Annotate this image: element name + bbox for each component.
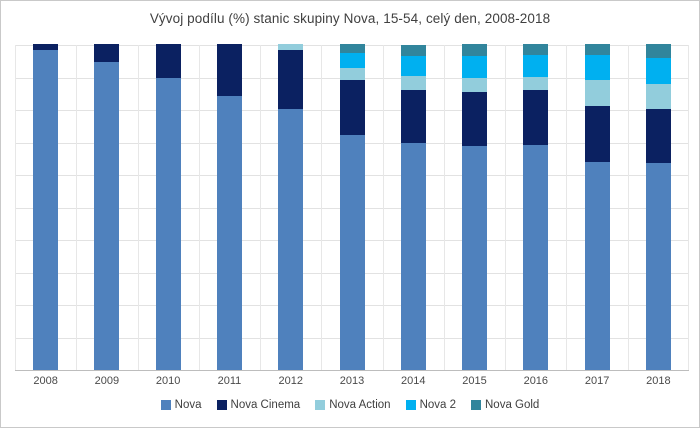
bar-2012	[278, 44, 304, 370]
legend-item-nova: Nova	[160, 399, 202, 411]
bar-segment-nova-2	[339, 52, 365, 69]
gridline-vertical	[688, 45, 689, 370]
bar-2009	[94, 43, 120, 370]
x-axis-label: 2016	[523, 375, 549, 387]
bar-segment-nova-action	[645, 84, 671, 110]
bar-segment-nova-2	[645, 58, 671, 85]
bar-segment-nova-action	[584, 80, 610, 107]
gridline-vertical	[566, 45, 568, 370]
bar-segment-nova-cinema	[33, 44, 59, 51]
bar-segment-nova-cinema	[584, 106, 610, 162]
legend-label: Nova Gold	[485, 399, 540, 411]
legend-label: Nova 2	[419, 399, 456, 411]
bar-segment-nova-action	[523, 76, 549, 90]
gridline-vertical	[198, 45, 200, 370]
x-axis-label: 2011	[217, 375, 242, 387]
bar-segment-nova-2	[584, 55, 610, 81]
legend-item-nova-gold: Nova Gold	[471, 399, 539, 411]
bar-segment-nova	[400, 142, 426, 370]
bar-segment-nova-cinema	[523, 89, 549, 146]
legend: Nova Nova Cinema Nova Action Nova 2 Nova Gol…	[1, 399, 699, 411]
legend-item-nova-cinema: Nova Cinema	[216, 399, 301, 411]
bar-segment-nova-cinema	[462, 91, 488, 147]
x-axis-label: 2013	[339, 375, 365, 387]
legend-swatch	[216, 400, 227, 410]
bar-segment-nova-cinema	[645, 109, 671, 163]
bar-2014	[400, 45, 426, 370]
legend-label: Nova Action	[329, 399, 391, 411]
bar-segment-nova-action	[400, 76, 426, 90]
x-axis: 2008 2009 2010 2011 2012 2013 2014 2015 2016 2017…	[15, 375, 689, 389]
bar-segment-nova	[584, 162, 610, 370]
bar-segment-nova-2	[400, 55, 426, 77]
bar-segment-nova-2	[462, 55, 488, 78]
bar-segment-nova-action	[339, 68, 365, 81]
gridline-vertical	[505, 45, 507, 370]
bar-segment-nova-cinema	[339, 80, 365, 135]
bar-segment-nova-cinema	[216, 43, 242, 97]
bar-segment-nova-gold	[523, 44, 549, 56]
legend-swatch	[471, 400, 481, 410]
bar-2017	[584, 44, 610, 370]
bar-2018	[645, 44, 671, 370]
legend-label: Nova	[174, 399, 202, 411]
bar-segment-nova-2	[523, 55, 549, 77]
bar-segment-nova-action	[462, 77, 488, 92]
gridline-vertical	[382, 45, 384, 370]
legend-item-nova-2: Nova 2	[405, 399, 456, 411]
bar-segment-nova-gold	[584, 44, 610, 56]
x-axis-label: 2017	[584, 375, 610, 387]
gridline-vertical	[321, 45, 323, 370]
bar-segment-nova-cinema	[278, 50, 304, 110]
bar-segment-nova-gold	[339, 44, 365, 53]
bar-segment-nova-action	[278, 44, 304, 51]
gridline-vertical	[76, 45, 78, 370]
x-axis-label: 2009	[94, 375, 120, 387]
legend-swatch	[405, 400, 416, 410]
x-axis-label: 2010	[155, 375, 181, 387]
bar-segment-nova	[523, 145, 549, 370]
x-axis-label: 2015	[462, 375, 487, 387]
bar-segment-nova-cinema	[400, 89, 426, 143]
bar-segment-nova-gold	[462, 43, 488, 56]
gridline-vertical	[443, 45, 445, 370]
bar-segment-nova-cinema	[155, 44, 181, 78]
x-axis-label: 2008	[33, 375, 58, 387]
bar-2015	[462, 43, 488, 370]
bar-segment-nova-gold	[400, 45, 426, 56]
bar-segment-nova	[216, 96, 242, 370]
bar-segment-nova	[462, 146, 488, 370]
bar-2016	[523, 44, 549, 370]
legend-item-nova-action: Nova Action	[315, 399, 391, 411]
gridline-vertical	[627, 45, 629, 370]
gridline-vertical	[15, 45, 16, 370]
gridline-vertical	[137, 45, 139, 370]
x-axis-label: 2018	[646, 375, 671, 387]
bar-2013	[339, 44, 365, 370]
bar-2010	[155, 44, 181, 370]
chart-title: Vývoj podílu (%) stanic skupiny Nova, 15…	[149, 11, 551, 26]
gridline-vertical	[260, 45, 262, 370]
bar-segment-nova-cinema	[94, 43, 120, 62]
legend-swatch	[160, 400, 171, 410]
legend-swatch	[315, 400, 326, 410]
bar-segment-nova	[278, 109, 304, 370]
bar-2008	[33, 44, 59, 370]
bar-segment-nova	[33, 50, 59, 370]
bar-segment-nova-gold	[645, 44, 671, 59]
plot-area	[15, 43, 689, 371]
legend-label: Nova Cinema	[230, 399, 301, 411]
bar-segment-nova	[645, 162, 671, 370]
x-axis-label: 2014	[401, 375, 426, 387]
bar-2011	[216, 43, 242, 370]
x-axis-label: 2012	[278, 375, 303, 387]
bar-segment-nova	[94, 61, 120, 370]
bar-segment-nova	[155, 77, 181, 370]
bar-segment-nova	[339, 134, 365, 370]
